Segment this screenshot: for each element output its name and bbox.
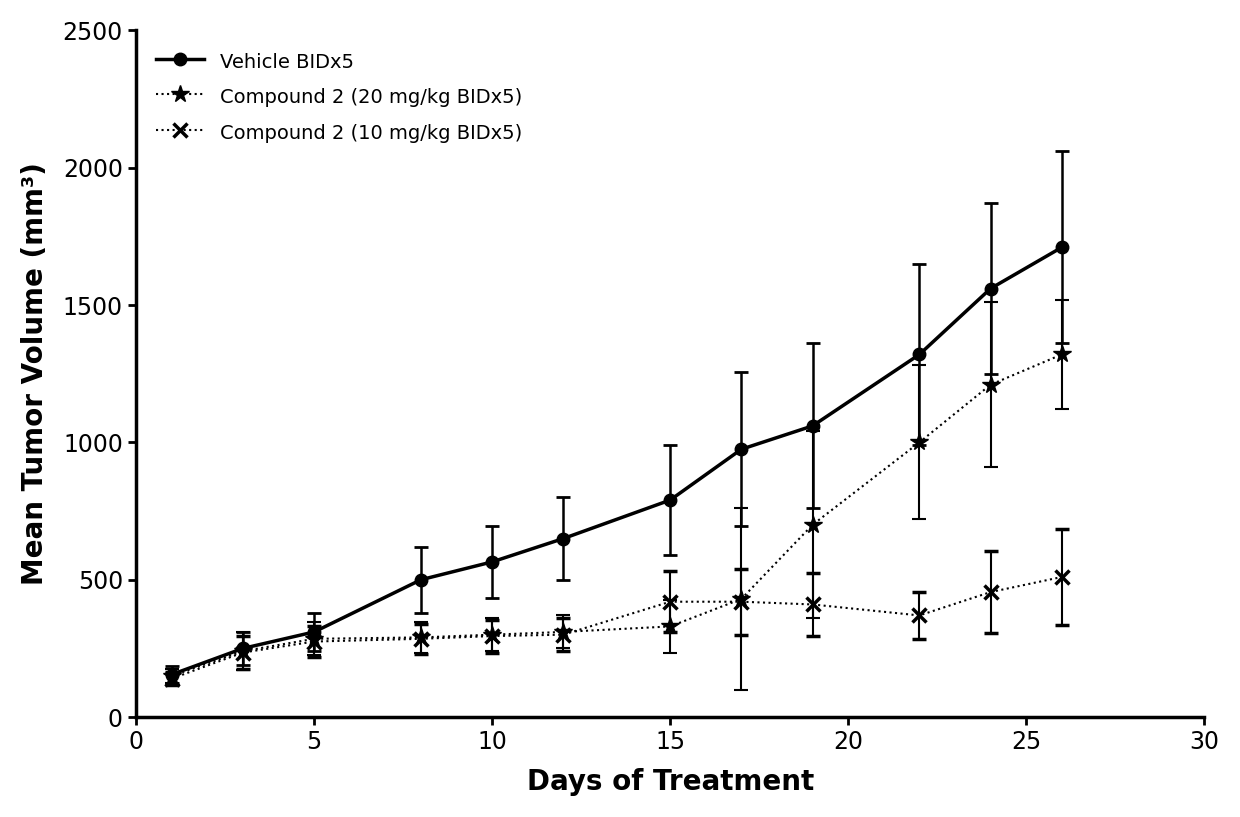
Y-axis label: Mean Tumor Volume (mm³): Mean Tumor Volume (mm³)	[21, 163, 48, 585]
X-axis label: Days of Treatment: Days of Treatment	[527, 768, 813, 797]
Legend: Vehicle BIDx5, Compound 2 (20 mg/kg BIDx5), Compound 2 (10 mg/kg BIDx5): Vehicle BIDx5, Compound 2 (20 mg/kg BIDx…	[146, 40, 532, 154]
